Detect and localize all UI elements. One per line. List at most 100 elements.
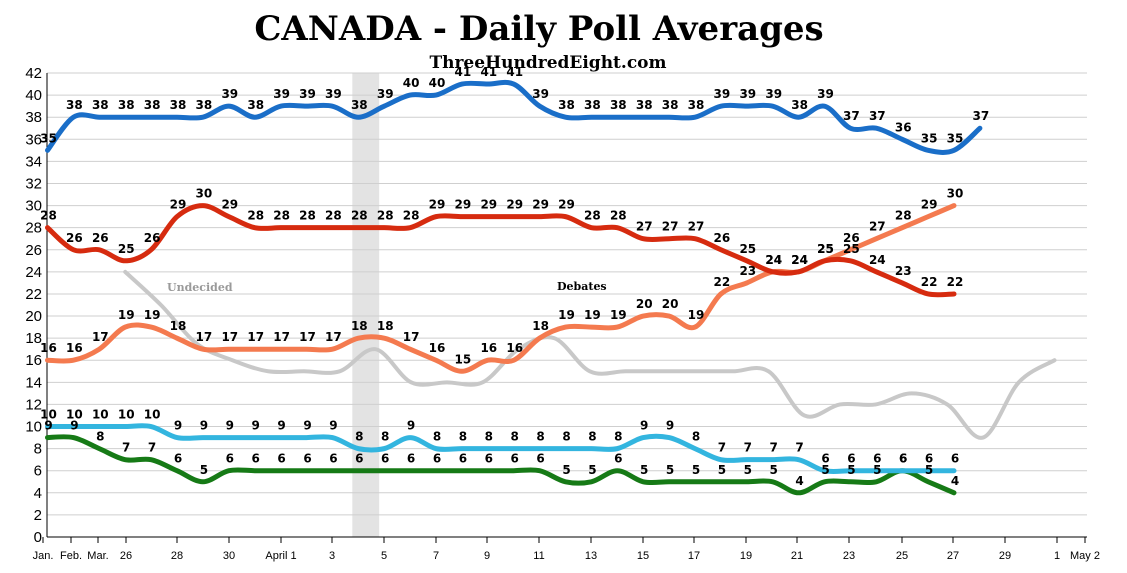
- y-tick-label-16: 32: [25, 175, 42, 192]
- data-label: 6: [536, 452, 544, 466]
- x-tick-label-11: 11: [533, 550, 544, 562]
- data-label: 5: [588, 463, 596, 477]
- data-label: 28: [40, 209, 57, 223]
- data-label: 35: [40, 131, 57, 145]
- data-label: 39: [714, 87, 731, 101]
- x-tick-label-15: 19: [740, 550, 752, 562]
- x-tick-label-0: Jan.: [33, 550, 54, 562]
- data-label: 39: [325, 87, 342, 101]
- y-tick-label-7: 14: [25, 374, 42, 391]
- data-label: 38: [92, 98, 109, 112]
- y-tick-label-12: 24: [25, 264, 42, 281]
- data-label: 18: [532, 319, 549, 333]
- series-lines: [45, 79, 1057, 496]
- data-label: 5: [562, 463, 570, 477]
- data-label: 26: [144, 231, 161, 245]
- data-label: 17: [221, 330, 238, 344]
- data-label: 7: [770, 441, 778, 455]
- data-label: 29: [558, 198, 575, 212]
- data-label: 41: [506, 65, 523, 79]
- data-label: 6: [407, 452, 415, 466]
- data-label: 29: [921, 198, 938, 212]
- data-label: 8: [614, 430, 622, 444]
- data-label: 6: [847, 452, 855, 466]
- data-label: 26: [92, 231, 109, 245]
- y-tick-label-2: 4: [34, 485, 42, 502]
- y-tick-label-6: 12: [25, 396, 42, 413]
- data-label: 39: [532, 87, 549, 101]
- data-label: 25: [118, 242, 135, 256]
- data-label: 26: [843, 231, 860, 245]
- series-line-undecided: [123, 269, 1057, 440]
- data-label: 39: [739, 87, 756, 101]
- data-label: 18: [351, 319, 368, 333]
- data-label: 6: [899, 452, 907, 466]
- data-label: 5: [925, 463, 933, 477]
- data-label: 9: [226, 419, 234, 433]
- data-label: 6: [899, 452, 907, 466]
- data-label: 37: [869, 109, 886, 123]
- data-label: 9: [640, 419, 648, 433]
- data-label: 18: [377, 319, 394, 333]
- data-label: 23: [895, 264, 912, 278]
- data-label: 22: [921, 275, 938, 289]
- y-tick-label-14: 28: [25, 220, 42, 237]
- data-label: 27: [636, 220, 653, 234]
- data-label: 38: [662, 98, 679, 112]
- data-label: 22: [714, 275, 731, 289]
- data-label: 16: [40, 341, 57, 355]
- data-label: 16: [66, 341, 83, 355]
- data-label: 25: [843, 242, 860, 256]
- data-label: 7: [122, 441, 130, 455]
- x-tick-label-8: 5: [381, 550, 387, 562]
- data-label: 9: [70, 419, 78, 433]
- data-label: 7: [148, 441, 156, 455]
- data-label: 16: [429, 341, 446, 355]
- x-tick-label-10: 9: [484, 550, 490, 562]
- data-label: 38: [791, 98, 808, 112]
- data-label: 17: [273, 330, 290, 344]
- annotation-undecided: Undecided: [167, 281, 233, 294]
- x-tick-label-5: 30: [223, 550, 235, 562]
- x-tick-labels: Jan. Feb. Mar. 26 28 30 April 1 3 5 7 9 11 13 15 17 19 2…: [33, 537, 1100, 562]
- data-label: 28: [895, 209, 912, 223]
- annotation-debates: Debates: [557, 280, 607, 293]
- data-label: 28: [247, 209, 264, 223]
- x-tick-label-17: 23: [843, 550, 855, 562]
- data-label: 29: [221, 198, 238, 212]
- data-label: 8: [433, 430, 441, 444]
- x-tick-label-21: 1: [1054, 550, 1060, 562]
- data-label: 35: [921, 131, 938, 145]
- data-label: 29: [429, 198, 446, 212]
- data-label: 8: [692, 430, 700, 444]
- data-label: 8: [459, 430, 467, 444]
- data-label: 27: [662, 220, 679, 234]
- y-tick-label-19: 38: [25, 109, 42, 126]
- series-line-liberal: [45, 203, 957, 298]
- data-label: 29: [170, 198, 187, 212]
- data-label: 8: [511, 430, 519, 444]
- data-label: 7: [795, 441, 803, 455]
- x-tick-label-14: 17: [688, 550, 700, 562]
- y-tick-label-5: 10: [25, 419, 42, 436]
- data-label: 6: [951, 452, 959, 466]
- data-label: 6: [252, 452, 260, 466]
- data-label: 38: [66, 98, 83, 112]
- series-line-green: [45, 434, 957, 496]
- data-label: 9: [44, 419, 52, 433]
- data-label: 20: [662, 297, 679, 311]
- data-label: 19: [118, 308, 135, 322]
- data-label: 28: [273, 209, 290, 223]
- data-label: 40: [403, 76, 420, 90]
- x-tick-label-13: 15: [637, 550, 649, 562]
- data-label: 6: [174, 452, 182, 466]
- data-label: 39: [817, 87, 834, 101]
- data-label: 5: [692, 463, 700, 477]
- annotations: Undecided Debates: [167, 280, 607, 294]
- data-label: 38: [610, 98, 627, 112]
- x-tick-label-1: Feb.: [60, 550, 82, 562]
- data-label: 19: [688, 308, 705, 322]
